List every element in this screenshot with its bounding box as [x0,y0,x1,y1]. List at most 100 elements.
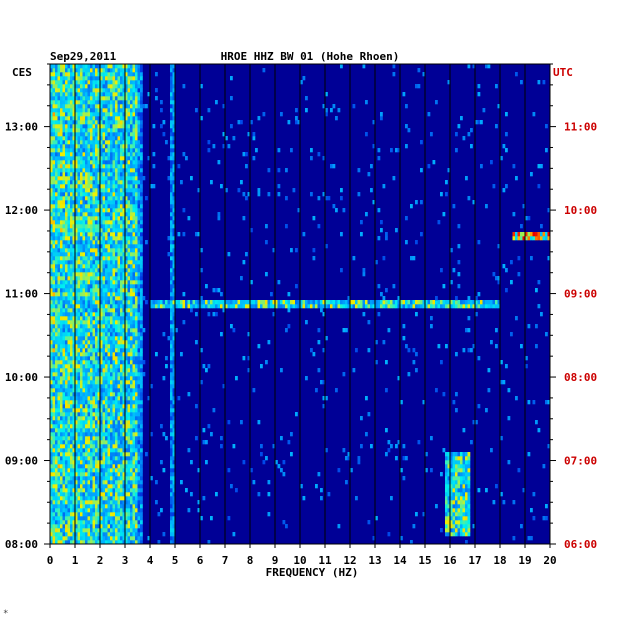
spectrogram-cell [70,312,73,317]
spectrogram-cell [65,424,68,429]
spectrogram-cell [107,472,111,477]
spectrogram-cell [50,272,53,277]
spectrogram-cell [117,480,121,485]
spectrogram-cell [282,460,286,465]
spectrogram-cell [90,152,93,157]
spectrogram-cell [115,316,118,321]
spectrogram-cell [72,184,76,189]
spectrogram-cell [55,384,58,389]
spectrogram-cell [127,196,131,201]
spectrogram-cell [107,340,111,345]
spectrogram-cell [127,464,131,469]
spectrogram-cell [487,388,491,393]
spectrogram-cell [172,504,176,509]
spectrogram-cell [50,520,53,525]
spectrogram-cell [90,388,93,393]
spectrogram-cell [65,224,68,229]
spectrogram-cell [137,524,141,529]
spectrogram-cell [62,268,66,273]
spectrogram-cell [77,476,81,481]
spectrogram-cell [110,512,113,517]
spectrogram-cell [55,476,58,481]
spectrogram-cell [80,384,83,389]
spectrogram-cell [142,296,146,301]
spectrogram-cell [95,288,98,293]
spectrogram-cell [125,496,128,501]
spectrogram-cell [97,508,101,513]
spectrogram-cell [92,204,96,209]
spectrogram-cell [372,304,376,309]
spectrogram-cell [87,372,91,377]
spectrogram-cell [87,224,91,229]
spectrogram-cell [65,388,68,393]
spectrogram-cell [505,148,508,153]
spectrogram-cell [347,456,351,461]
spectrogram-cell [80,416,83,421]
spectrogram-cell [135,172,138,177]
spectrogram-cell [170,328,173,333]
spectrogram-cell [97,280,101,285]
spectrogram-cell [110,300,113,305]
spectrogram-cell [60,144,63,149]
spectrogram-cell [162,432,166,437]
spectrogram-cell [135,352,138,357]
spectrogram-cell [365,304,368,309]
spectrogram-cell [92,332,96,337]
spectrogram-cell [107,468,111,473]
spectrogram-cell [462,524,466,529]
spectrogram-cell [52,340,56,345]
spectrogram-cell [52,468,56,473]
spectrogram-cell [67,520,71,525]
spectrogram-cell [167,304,171,309]
spectrogram-cell [120,484,123,489]
spectrogram-cell [177,232,181,237]
spectrogram-cell [132,156,136,161]
spectrogram-cell [187,448,191,453]
spectrogram-cell [172,208,176,213]
spectrogram-cell [137,464,141,469]
spectrogram-cell [75,240,78,245]
spectrogram-cell [105,432,108,437]
spectrogram-cell [465,540,468,545]
spectrogram-cell [107,312,111,317]
spectrogram-cell [85,224,88,229]
spectrogram-cell [82,208,86,213]
spectrogram-cell [100,408,103,413]
spectrogram-cell [90,320,93,325]
spectrogram-cell [135,448,138,453]
spectrogram-cell [75,496,78,501]
spectrogram-cell [117,188,121,193]
spectrogram-cell [362,268,366,273]
spectrogram-cell [67,336,71,341]
spectrogram-cell [62,460,66,465]
spectrogram-cell [117,376,121,381]
spectrogram-cell [65,492,68,497]
spectrogram-cell [80,244,83,249]
spectrogram-cell [240,276,243,281]
spectrogram-cell [135,456,138,461]
spectrogram-cell [140,340,143,345]
spectrogram-cell [52,360,56,365]
spectrogram-cell [502,264,506,269]
spectrogram-cell [102,216,106,221]
spectrogram-cell [120,160,123,165]
spectrogram-cell [80,332,83,337]
spectrogram-cell [115,212,118,217]
spectrogram-cell [170,452,173,457]
spectrogram-cell [115,256,118,261]
spectrogram-cell [60,168,63,173]
spectrogram-cell [107,444,111,449]
spectrogram-cell [547,236,551,241]
spectrogram-cell [62,200,66,205]
spectrogram-cell [122,476,126,481]
spectrogram-cell [95,236,98,241]
spectrogram-cell [95,532,98,537]
spectrogram-cell [127,380,131,385]
spectrogram-cell [90,192,93,197]
spectrogram-cell [537,280,541,285]
spectrogram-cell [530,236,533,241]
spectrogram-cell [125,156,128,161]
spectrogram-cell [135,436,138,441]
spectrogram-cell [77,488,81,493]
spectrogram-cell [60,472,63,477]
